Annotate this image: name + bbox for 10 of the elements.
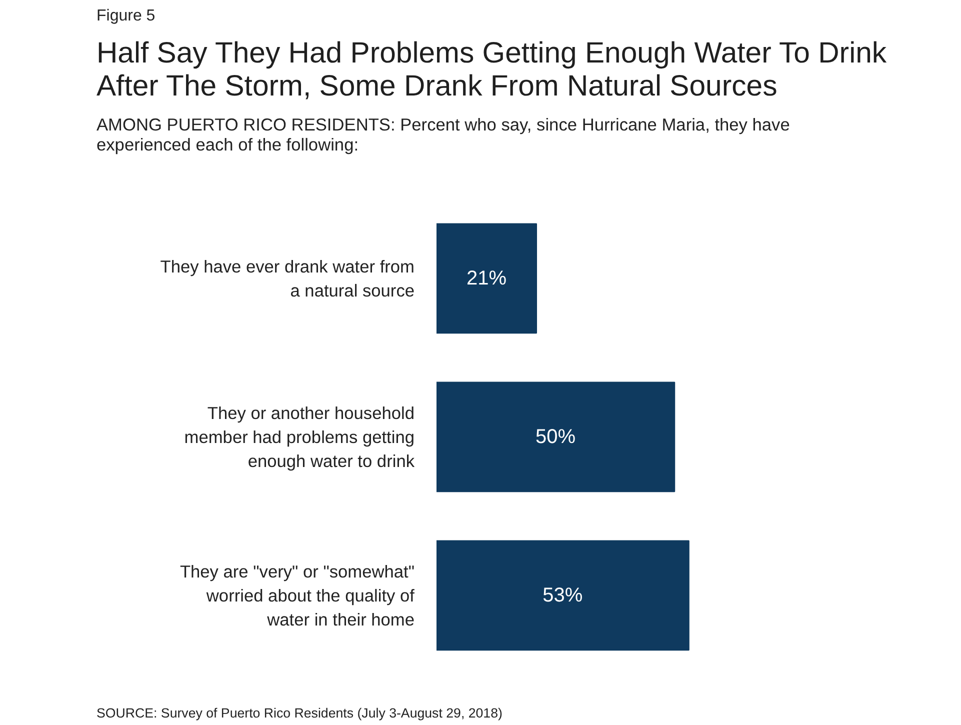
y-tick-label: They have ever drank water from a natural source bbox=[160, 256, 415, 300]
chart-subtitle: AMONG PUERTO RICO RESIDENTS: Percent who say, since Hurricane Maria, they have experienced each of the following: bbox=[96, 114, 790, 154]
chart-title: Half Say They Had Problems Getting Enough Water To Drink After The Storm, Some Drank From Natural Sources bbox=[96, 36, 887, 102]
data-label: 21% bbox=[466, 267, 507, 290]
data-label: 50% bbox=[536, 426, 576, 448]
y-tick-label: They or another household member had problems getting enough water to drink bbox=[184, 402, 415, 471]
caption: Figure 5 bbox=[96, 8, 156, 24]
source-note: SOURCE: Survey of Puerto Rico Residents (July 3-August 29, 2018) bbox=[96, 706, 502, 720]
y-tick-label: They are "very" or "somewhat" worried about the quality of water in their home bbox=[180, 561, 415, 630]
data-label: 53% bbox=[542, 584, 583, 606]
